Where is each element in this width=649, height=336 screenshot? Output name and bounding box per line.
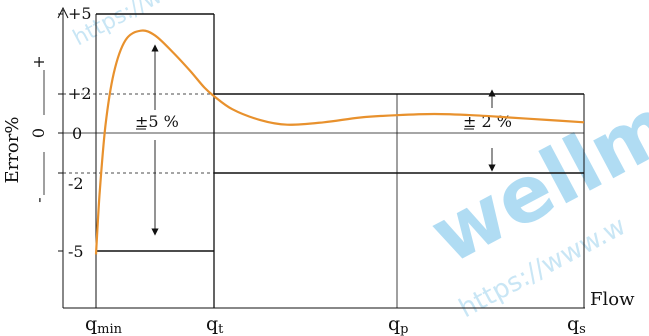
ytick-label-plus5: +5 bbox=[68, 4, 92, 23]
ytick-label-minus2: -2 bbox=[68, 174, 84, 193]
chart-frame bbox=[57, 6, 585, 309]
xtick-qp: qp bbox=[388, 313, 409, 336]
watermark-logo: wellm bbox=[417, 80, 649, 281]
y-sign-indicator: + 0 - bbox=[29, 55, 48, 202]
ytick-label-minus5: -5 bbox=[68, 242, 84, 261]
xtick-qp-base: q bbox=[388, 313, 400, 335]
xtick-qt: qt bbox=[206, 313, 224, 336]
x-tick-labels: qmin qt qp qs bbox=[85, 313, 586, 336]
lower-zone-label: ±5 % bbox=[135, 112, 179, 131]
ytick-label-zero: 0 bbox=[72, 124, 82, 143]
sign-minus: - bbox=[29, 197, 48, 202]
range-arrows bbox=[151, 44, 496, 236]
y-axis-label: Error% bbox=[2, 117, 23, 184]
sign-zero: 0 bbox=[29, 128, 48, 138]
watermark: https://w wellm https://www.w bbox=[69, 0, 649, 324]
xtick-qmin: qmin bbox=[85, 313, 123, 336]
xtick-qt-base: q bbox=[206, 313, 218, 335]
xtick-qs-base: q bbox=[567, 313, 579, 335]
y-tick-labels: +5 +2 0 -2 -5 bbox=[68, 4, 92, 261]
ytick-label-plus2: +2 bbox=[68, 84, 92, 103]
x-axis-label: Flow bbox=[590, 289, 635, 310]
xtick-qt-sub: t bbox=[218, 322, 224, 336]
sign-plus: + bbox=[29, 55, 48, 68]
xtick-qmin-sub: min bbox=[97, 322, 122, 336]
xtick-qs-sub: s bbox=[579, 322, 586, 336]
xtick-qs: qs bbox=[567, 313, 586, 336]
xtick-qp-sub: p bbox=[400, 322, 408, 336]
xtick-qmin-base: q bbox=[85, 313, 97, 335]
error-curve-line bbox=[94, 29, 585, 255]
y-axis-arrow-top bbox=[57, 6, 69, 19]
